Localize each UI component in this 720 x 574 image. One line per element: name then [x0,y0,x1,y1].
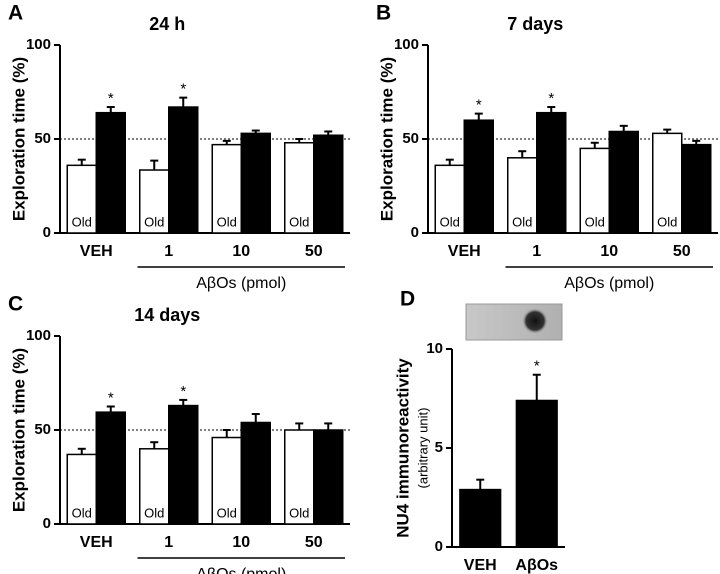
y-axis-label: Exploration time (%) [377,57,396,221]
y-tick-label: 0 [435,538,443,555]
panel-title: 24 h [149,14,185,34]
bar-series-label: Old [217,214,237,229]
bar [652,132,683,234]
x-tick-label: 50 [305,534,323,551]
bar-series-label: New [243,505,270,520]
bar-series-label: Old [657,214,677,229]
bar [95,111,126,234]
significance-mark: * [180,383,186,400]
blot-spot [522,308,548,334]
bar [313,134,344,234]
y-tick-label: 100 [394,36,419,53]
bar-series-label: New [170,505,197,520]
group-label: AβOs (pmol) [196,566,286,574]
bar-series-label: Old [72,214,92,229]
bar [608,130,639,234]
significance-mark: * [548,90,554,107]
significance-mark: * [180,81,186,98]
panel-title: 14 days [134,305,200,325]
bar-series-label: New [683,214,710,229]
y-tick-label: 100 [26,36,51,53]
x-tick-label: AβOs [515,557,558,574]
bar [579,147,610,234]
bar-series-label: New [243,214,270,229]
y-axis-label: Exploration time (%) [9,57,28,221]
group-label: AβOs (pmol) [564,275,654,292]
bar [536,111,567,234]
x-tick-label: VEH [80,534,113,551]
bar [459,488,502,548]
x-tick-label: 10 [232,534,250,551]
bar-series-label: Old [289,505,309,520]
dot-blot [465,303,563,341]
bar-series-label: Old [72,505,92,520]
bar [66,164,97,234]
y-axis-label: NU4 immunoreactivity [393,358,412,538]
y-tick-label: 10 [426,340,443,357]
bar [139,169,170,234]
x-tick-label: VEH [464,557,497,574]
bar [515,399,558,548]
x-tick-label: VEH [448,243,481,260]
y-tick-label: 0 [43,224,51,241]
x-tick-label: VEH [80,243,113,260]
bar-series-label: New [538,214,565,229]
bar [463,119,494,234]
y-axis-sublabel: (arbitrary unit) [415,408,430,489]
bar-series-label: Old [512,214,532,229]
bar-series-label: New [466,214,493,229]
x-tick-label: 50 [673,243,691,260]
bar-series-label: Old [144,214,164,229]
bar-series-label: New [611,214,638,229]
bar [284,429,315,525]
bar-series-label: New [98,214,125,229]
panel-letter: A [8,2,23,25]
significance-mark: * [476,97,482,114]
bar [168,404,199,525]
panel-letter: B [376,2,391,25]
bar-series-label: Old [144,505,164,520]
y-tick-label: 50 [34,130,51,147]
x-tick-label: 10 [600,243,618,260]
bar-series-label: Old [217,505,237,520]
x-tick-label: 1 [164,534,173,551]
x-tick-label: 10 [232,243,250,260]
bar [313,429,344,525]
panel-letter: C [8,293,23,316]
bar [240,421,271,525]
y-tick-label: 100 [26,327,51,344]
significance-mark: * [534,358,540,375]
significance-mark: * [108,90,114,107]
significance-mark: * [108,389,114,406]
y-tick-label: 0 [43,515,51,532]
bar-series-label: Old [289,214,309,229]
panel-title: 7 days [507,14,563,34]
bar [240,132,271,234]
y-tick-label: 0 [411,224,419,241]
x-tick-label: 1 [532,243,541,260]
bar [284,142,315,234]
x-tick-label: 50 [305,243,323,260]
y-tick-label: 5 [435,439,443,456]
bar-series-label: New [315,214,342,229]
y-tick-label: 50 [34,421,51,438]
bar-series-label: New [170,214,197,229]
bar [168,106,199,234]
group-label: AβOs (pmol) [196,275,286,292]
bar-series-label: New [98,505,125,520]
bar-series-label: New [315,505,342,520]
panel-letter: D [400,288,415,311]
y-axis-label: Exploration time (%) [9,348,28,512]
bar-series-label: Old [440,214,460,229]
bar-series-label: Old [585,214,605,229]
x-tick-label: 1 [164,243,173,260]
bar [95,411,126,525]
y-tick-label: 50 [402,130,419,147]
